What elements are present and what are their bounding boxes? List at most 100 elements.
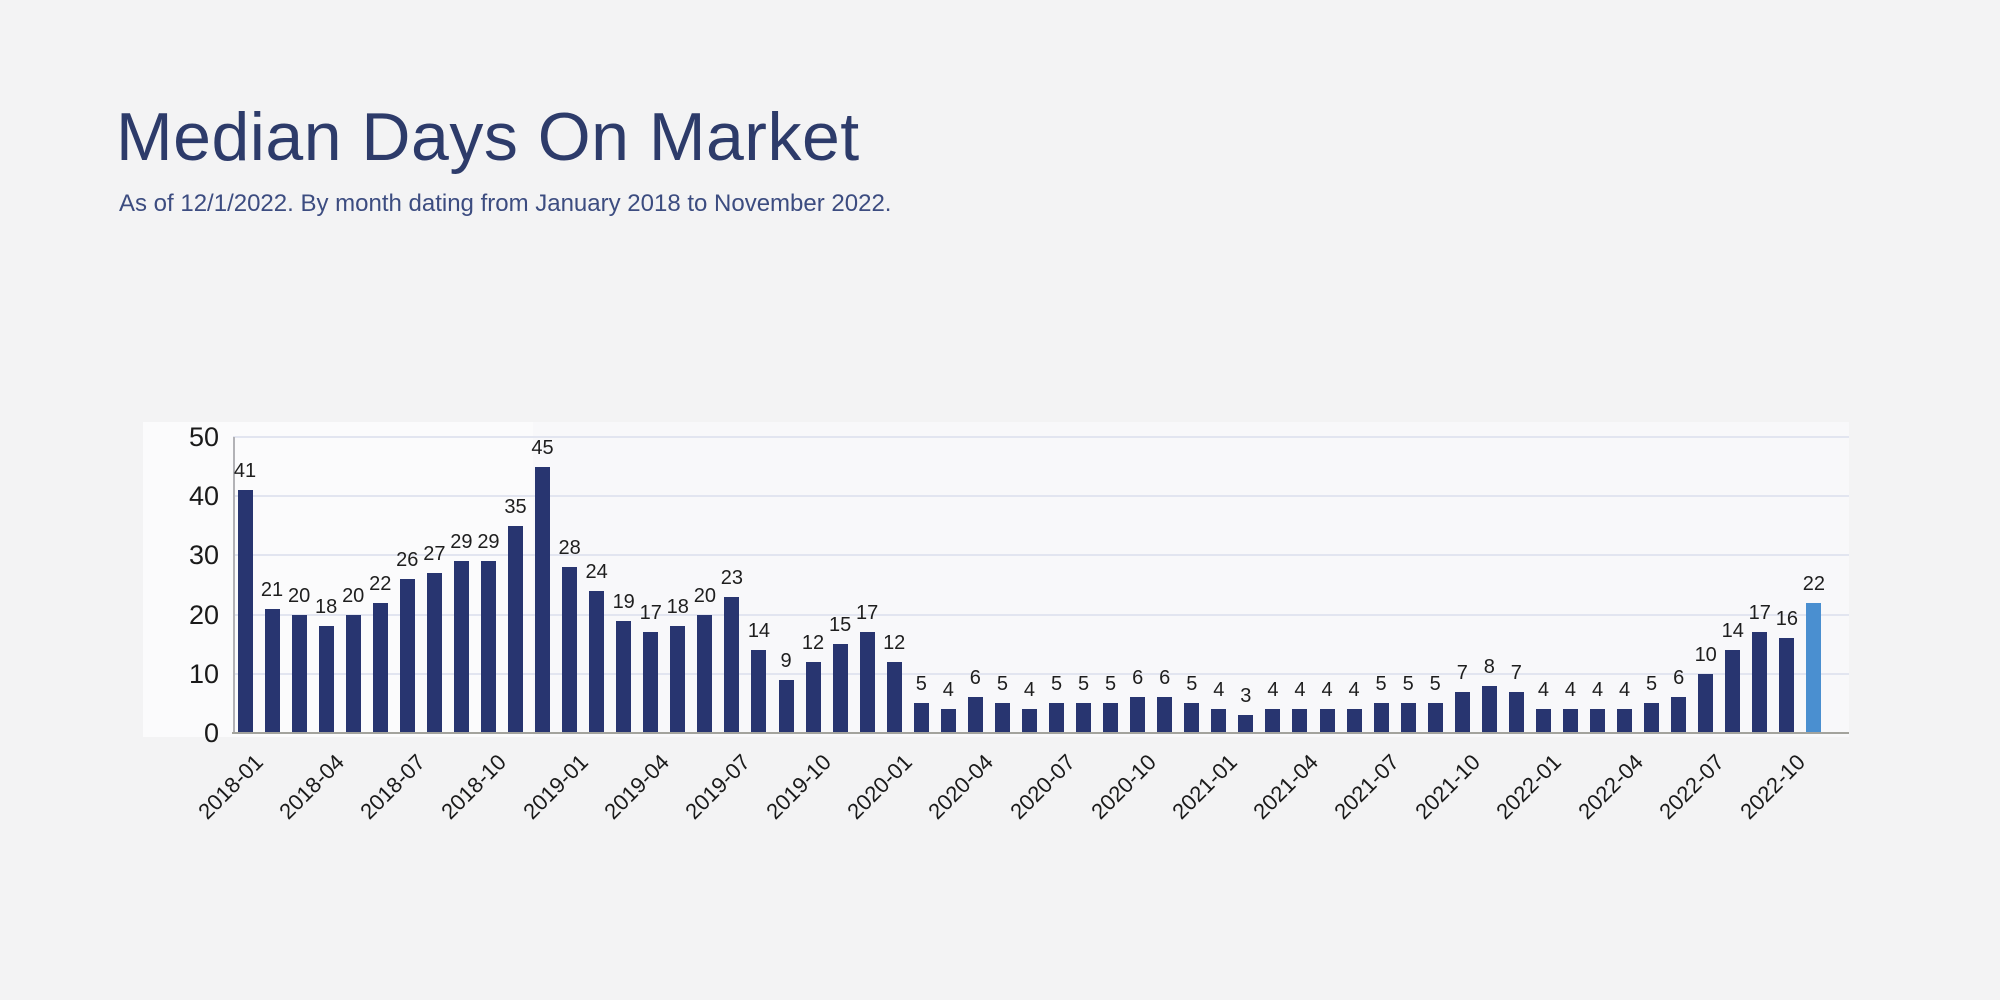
x-axis-tick-label: 2022-10 [1735, 749, 1810, 825]
bar-2021-10[interactable] [1454, 691, 1470, 733]
bar-2021-11[interactable] [1481, 685, 1497, 733]
bar-value-label: 6 [1673, 667, 1685, 690]
bar-value-label: 4 [1564, 679, 1576, 702]
bar-value-label: 4 [1618, 679, 1631, 702]
bar-2022-07[interactable] [1698, 673, 1714, 733]
bar-value-label: 4 [1321, 679, 1333, 702]
x-axis-line [232, 732, 1849, 734]
bar-2018-02[interactable] [264, 608, 280, 733]
bar-2019-08[interactable] [751, 650, 767, 733]
bar-value-label: 5 [1050, 673, 1063, 696]
bar-value-label: 14 [747, 620, 771, 643]
bar-2022-09[interactable] [1752, 632, 1768, 733]
bar-2018-08[interactable] [426, 573, 442, 733]
bar-2018-01[interactable] [237, 490, 253, 733]
chart-subtitle: As of 12/1/2022. By month dating from Ja… [119, 190, 892, 217]
bar-value-label: 7 [1456, 661, 1468, 684]
bar-value-label: 35 [504, 495, 527, 518]
bar-2018-05[interactable] [345, 614, 361, 733]
bar-value-label: 4 [1348, 679, 1360, 702]
bar-2018-07[interactable] [399, 579, 415, 733]
bar-2019-03[interactable] [616, 620, 632, 733]
bar-2019-12[interactable] [859, 632, 875, 733]
bar-2018-03[interactable] [291, 614, 307, 733]
bar-2021-04[interactable] [1292, 709, 1308, 733]
bar-2021-09[interactable] [1427, 703, 1443, 733]
bar-value-label: 4 [1294, 679, 1306, 702]
bar-2018-09[interactable] [453, 561, 469, 733]
bar-value-label: 20 [342, 584, 365, 607]
y-axis-tick-label: 10 [188, 658, 219, 689]
bar-2018-04[interactable] [318, 626, 334, 733]
x-axis-tick-label: 2019-04 [598, 749, 674, 825]
bar-value-label: 27 [423, 543, 446, 566]
bar-value-label: 6 [969, 667, 981, 690]
bar-2019-04[interactable] [643, 632, 659, 733]
bar-2020-04[interactable] [967, 697, 983, 733]
bar-2021-12[interactable] [1508, 691, 1524, 733]
bar-2021-02[interactable] [1238, 715, 1254, 733]
bar-value-label: 5 [1077, 673, 1090, 696]
bar-2018-11[interactable] [508, 525, 523, 733]
bar-2020-05[interactable] [994, 703, 1010, 733]
bar-2020-12[interactable] [1184, 703, 1200, 733]
bar-2018-10[interactable] [480, 561, 496, 733]
x-axis-tick-label: 2021-04 [1248, 749, 1323, 825]
bar-2020-01[interactable] [886, 661, 902, 733]
x-axis-tick-label: 2018-07 [355, 749, 431, 825]
bar-2022-08[interactable] [1725, 650, 1741, 733]
bar-2022-10[interactable] [1779, 638, 1795, 733]
bar-2020-06[interactable] [1021, 709, 1037, 733]
bar-2020-10[interactable] [1130, 697, 1146, 733]
plot-background-highlight [143, 422, 533, 737]
bar-value-label: 4 [1537, 679, 1549, 702]
gridline-y-10 [233, 672, 1849, 675]
bar-value-label: 29 [450, 531, 473, 554]
bar-2019-09[interactable] [778, 679, 794, 733]
bar-2019-01[interactable] [562, 567, 578, 733]
bar-2020-09[interactable] [1103, 703, 1119, 733]
bar-2022-05[interactable] [1644, 703, 1660, 733]
bar-2022-06[interactable] [1671, 697, 1687, 733]
bar-value-label: 5 [996, 673, 1008, 696]
bar-2018-06[interactable] [372, 602, 388, 733]
bar-2020-02[interactable] [913, 703, 929, 733]
bar-2021-01[interactable] [1211, 709, 1227, 733]
bar-2022-03[interactable] [1590, 709, 1605, 733]
bar-2019-05[interactable] [670, 626, 686, 733]
bar-2019-11[interactable] [832, 644, 848, 733]
bar-value-label: 22 [1802, 572, 1826, 595]
bar-value-label: 17 [639, 602, 662, 625]
bar-2021-08[interactable] [1400, 703, 1416, 733]
bar-value-label: 5 [1186, 673, 1198, 696]
bar-2020-03[interactable] [940, 709, 956, 733]
x-axis-tick-label: 2020-07 [1004, 749, 1080, 825]
bar-2020-11[interactable] [1157, 697, 1173, 733]
bar-value-label: 17 [856, 602, 879, 625]
y-axis-tick-label: 0 [203, 718, 219, 748]
bar-value-label: 5 [1429, 673, 1441, 696]
bar-2021-07[interactable] [1373, 703, 1389, 733]
bar-2021-03[interactable] [1265, 709, 1281, 733]
bar-2022-01[interactable] [1535, 709, 1551, 733]
bar-value-label: 5 [1646, 673, 1658, 696]
gridline-y-20 [233, 613, 1849, 616]
bar-2019-07[interactable] [724, 596, 740, 733]
bar-value-label: 3 [1240, 685, 1252, 708]
bar-2020-07[interactable] [1049, 703, 1064, 733]
gridline-y-40 [233, 495, 1849, 498]
bar-2021-05[interactable] [1319, 709, 1335, 733]
x-axis-tick-label: 2020-04 [923, 749, 999, 825]
bar-2019-10[interactable] [805, 661, 821, 733]
bar-2019-06[interactable] [697, 614, 713, 733]
bar-2022-02[interactable] [1562, 709, 1578, 733]
x-axis-tick-label: 2019-07 [680, 749, 755, 825]
bar-2020-08[interactable] [1076, 703, 1092, 733]
bar-2019-02[interactable] [589, 590, 605, 733]
bar-2022-04[interactable] [1617, 709, 1633, 733]
bar-2021-06[interactable] [1346, 709, 1362, 733]
bar-2022-11[interactable] [1806, 602, 1822, 733]
bar-2018-12[interactable] [535, 466, 551, 733]
